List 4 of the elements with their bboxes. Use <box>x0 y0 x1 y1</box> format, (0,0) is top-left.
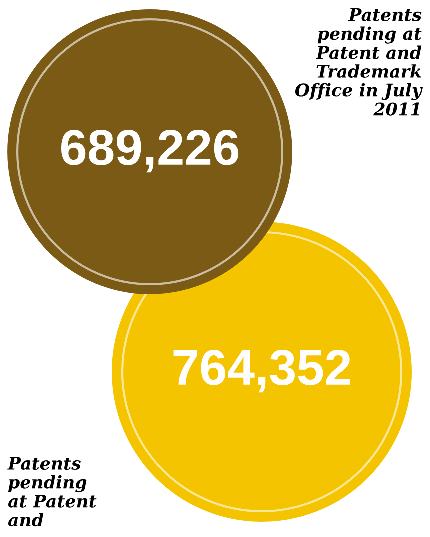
data-label: 764,352 <box>174 350 350 393</box>
category-label: Patents pending at Patent and <box>8 457 97 527</box>
category-label: Patents pending at Patent and Trademark Office in July 2011 <box>295 8 423 116</box>
data-label: 689,226 <box>61 130 239 173</box>
